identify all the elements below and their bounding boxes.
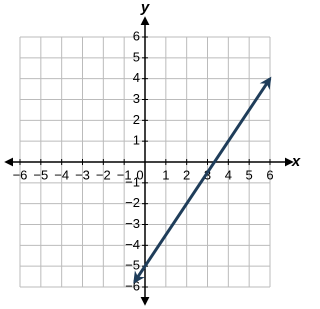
x-axis-label: x [291, 153, 301, 170]
y-tick-label: −4 [125, 237, 140, 252]
y-tick-label: −5 [125, 258, 140, 273]
y-axis-label: y [140, 0, 150, 16]
x-tick-label: −3 [75, 167, 90, 182]
y-tick-label: −3 [125, 216, 140, 231]
y-tick-label: −6 [125, 278, 140, 293]
data-line [133, 76, 272, 284]
y-tick-label: 1 [133, 133, 140, 148]
y-tick-label: 5 [133, 49, 140, 64]
x-tick-label: 4 [225, 167, 232, 182]
x-tick-label: 1 [162, 167, 169, 182]
chart: x y −6 −5 −4 −3 −2 −1 0 1 2 3 4 5 6−6−5−4−3−2−112345… [4, 0, 301, 306]
x-tick-label: 2 [183, 167, 190, 182]
x-tick-label: 6 [266, 167, 273, 182]
y-tick-label: −1 [125, 174, 140, 189]
y-tick-label: 2 [133, 112, 140, 127]
y-tick-label: 3 [133, 91, 140, 106]
y-tick-label: 6 [133, 28, 140, 43]
x-tick-label: −6 [13, 167, 28, 182]
x-tick-label: −2 [96, 167, 111, 182]
x-tick-label: 5 [246, 167, 253, 182]
y-tick-label: −2 [125, 195, 140, 210]
x-tick-label: −4 [54, 167, 69, 182]
y-tick-label: 4 [133, 70, 140, 85]
x-tick-label: −1 [117, 167, 132, 182]
x-tick-label: −5 [33, 167, 48, 182]
